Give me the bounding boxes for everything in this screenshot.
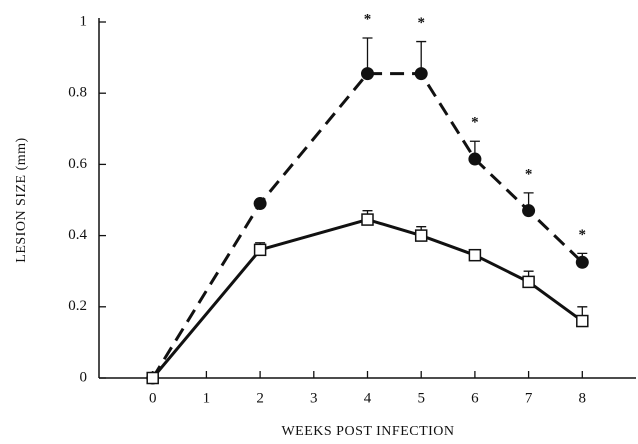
x-tick-label: 7 [525,390,533,406]
point [253,197,267,211]
y-tick-label: 0.6 [68,156,87,172]
significance-marker: * [364,11,372,27]
x-tick-label: 4 [364,390,372,406]
y-tick-label: 0.4 [68,227,87,243]
series-line [151,218,584,379]
y-tick-label: 1 [80,13,88,29]
significance-marker: * [579,227,587,243]
significance-marker: * [417,15,425,31]
x-tick-label: 5 [417,390,425,406]
x-tick-label: 0 [149,390,157,406]
point [146,371,159,385]
point [361,67,374,81]
point [414,67,428,81]
x-tick-label: 1 [203,390,211,406]
point [253,243,267,257]
significance-marker: * [525,166,533,182]
point [576,314,589,328]
y-axis-title: LESION SIZE (mm) [14,137,29,262]
x-tick-label: 6 [471,390,479,406]
x-axis-title: WEEKS POST INFECTION [281,424,454,439]
point [575,255,589,269]
x-tick-label: 2 [256,390,264,406]
y-tick-label: 0.2 [68,298,87,314]
point [468,152,482,166]
y-tick-label: 0 [80,369,88,385]
point [414,229,428,242]
y-tick-label: 0.8 [68,85,87,101]
point [361,213,374,226]
significance-marker: * [471,115,479,131]
point [522,204,536,218]
x-tick-label: 8 [579,390,587,406]
point [468,248,482,262]
x-tick-label: 3 [310,390,318,406]
point [522,275,535,289]
